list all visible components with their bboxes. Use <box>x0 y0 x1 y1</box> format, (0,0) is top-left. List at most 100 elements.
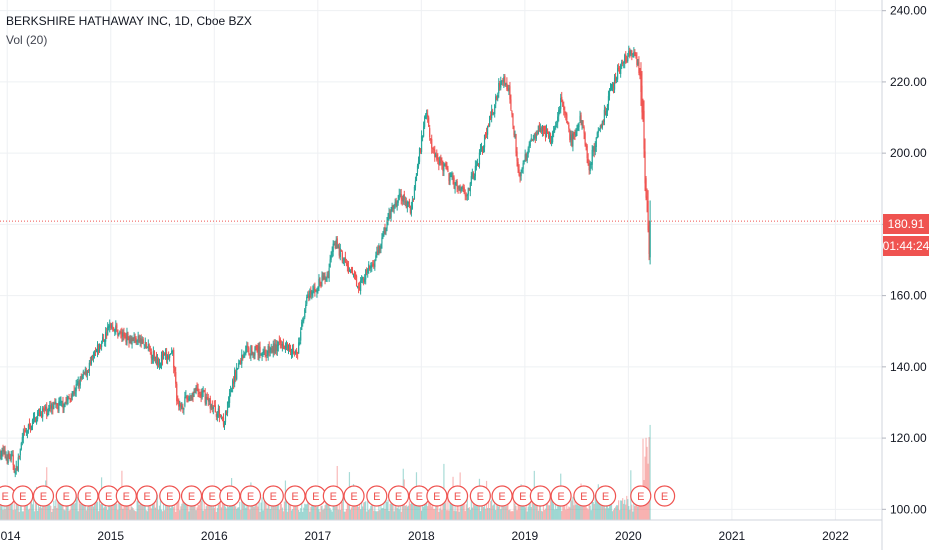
earnings-marker-icon[interactable] <box>387 485 410 507</box>
volume-bar <box>86 507 88 520</box>
volume-bar <box>598 502 600 520</box>
volume-bar <box>328 494 330 520</box>
earnings-marker-label: E <box>312 491 319 503</box>
candle-body <box>203 390 205 392</box>
earnings-marker-icon[interactable] <box>446 485 469 507</box>
candle-body <box>342 262 344 264</box>
earnings-marker-icon[interactable] <box>239 485 262 507</box>
earnings-marker-icon[interactable] <box>55 485 77 507</box>
price-tag-bg <box>883 214 929 234</box>
candle-body <box>137 335 139 340</box>
earnings-marker-icon[interactable] <box>469 485 491 507</box>
volume-bar <box>441 510 443 520</box>
candle-body <box>39 409 41 417</box>
earnings-marker-icon[interactable] <box>284 485 306 507</box>
volume-bar <box>254 503 256 520</box>
candle-body <box>252 353 254 355</box>
volume-bar <box>87 501 89 520</box>
volume-bar <box>350 507 353 520</box>
candle-body <box>451 175 453 178</box>
earnings-marker-icon[interactable] <box>426 485 448 507</box>
x-tick-label: 2021 <box>719 529 746 543</box>
earnings-marker-icon[interactable] <box>77 485 99 507</box>
candle-body <box>122 332 124 337</box>
volume-bar <box>581 500 583 520</box>
volume-bar <box>105 495 107 520</box>
candle-body <box>615 78 618 80</box>
earnings-marker-icon[interactable] <box>180 485 203 507</box>
earnings-marker-icon[interactable] <box>366 485 388 507</box>
volume-legend[interactable]: Vol (20) <box>6 33 48 47</box>
candle-body <box>269 348 271 353</box>
candle-body <box>83 372 85 375</box>
earnings-marker-icon[interactable] <box>32 485 55 507</box>
earnings-marker-icon[interactable] <box>322 485 344 507</box>
candle-body <box>344 257 346 263</box>
candle-body <box>44 408 46 411</box>
candle-body <box>408 200 410 207</box>
earnings-marker-icon[interactable] <box>115 485 137 507</box>
candle-body <box>17 457 19 471</box>
earnings-marker-icon[interactable] <box>550 485 572 507</box>
candle-body <box>128 338 130 344</box>
candle-body <box>329 259 331 268</box>
earnings-marker-icon[interactable] <box>573 485 595 507</box>
volume-bar <box>310 506 312 520</box>
earnings-marker-icon[interactable] <box>630 485 652 507</box>
candle-body <box>18 456 20 458</box>
volume-bar <box>159 498 162 520</box>
candle-body <box>184 396 186 407</box>
candle-body <box>85 370 87 376</box>
symbol-legend[interactable]: BERKSHIRE HATHAWAY INC, 1D, Cboe BZX <box>6 14 252 28</box>
candle-body <box>32 417 35 419</box>
volume-bar <box>76 496 78 520</box>
candle-body <box>7 452 9 463</box>
volume-bar <box>117 509 119 520</box>
earnings-marker-icon[interactable] <box>654 485 676 507</box>
candle-body <box>648 225 650 255</box>
volume-bar <box>152 504 154 520</box>
volume-bar <box>114 504 116 520</box>
earnings-marker-icon[interactable] <box>159 485 181 507</box>
candle-body <box>271 347 273 353</box>
volume-bar <box>155 500 158 520</box>
candle-body <box>191 393 193 399</box>
candle-body <box>440 158 442 161</box>
volume-bar <box>173 507 175 520</box>
candle-body <box>400 194 402 200</box>
volume-bar <box>449 499 451 520</box>
earnings-marker-icon[interactable] <box>491 485 513 507</box>
volume-bar <box>531 501 533 520</box>
earnings-marker-icon[interactable] <box>219 485 241 507</box>
candle-body <box>464 194 466 196</box>
candle-body <box>193 391 195 398</box>
candle-body <box>369 265 371 269</box>
earnings-marker-icon[interactable] <box>529 485 551 507</box>
candle-body <box>446 167 448 169</box>
candle-body <box>84 368 86 374</box>
volume-bar <box>151 500 153 520</box>
candle-body <box>526 154 528 161</box>
earnings-marker-icon[interactable] <box>12 485 34 507</box>
volume-bar <box>327 496 329 520</box>
earnings-marker-icon[interactable] <box>594 485 617 507</box>
volume-bar <box>272 495 274 520</box>
candle-body <box>129 338 131 343</box>
candle-body <box>86 370 88 376</box>
volume-bar <box>498 506 500 520</box>
candle-body <box>76 383 78 385</box>
candle-body <box>430 138 432 141</box>
candle-body <box>412 199 415 201</box>
earnings-marker-icon[interactable] <box>343 485 365 507</box>
volume-bar <box>79 503 81 520</box>
volume-bar <box>179 510 181 520</box>
candle-body <box>454 186 456 190</box>
volume-bar <box>65 499 67 520</box>
volume-series <box>0 424 651 520</box>
volume-bar <box>2 509 4 520</box>
earnings-marker-icon[interactable] <box>136 485 158 507</box>
earnings-marker-icon[interactable] <box>262 485 284 507</box>
candle-body <box>186 396 188 400</box>
